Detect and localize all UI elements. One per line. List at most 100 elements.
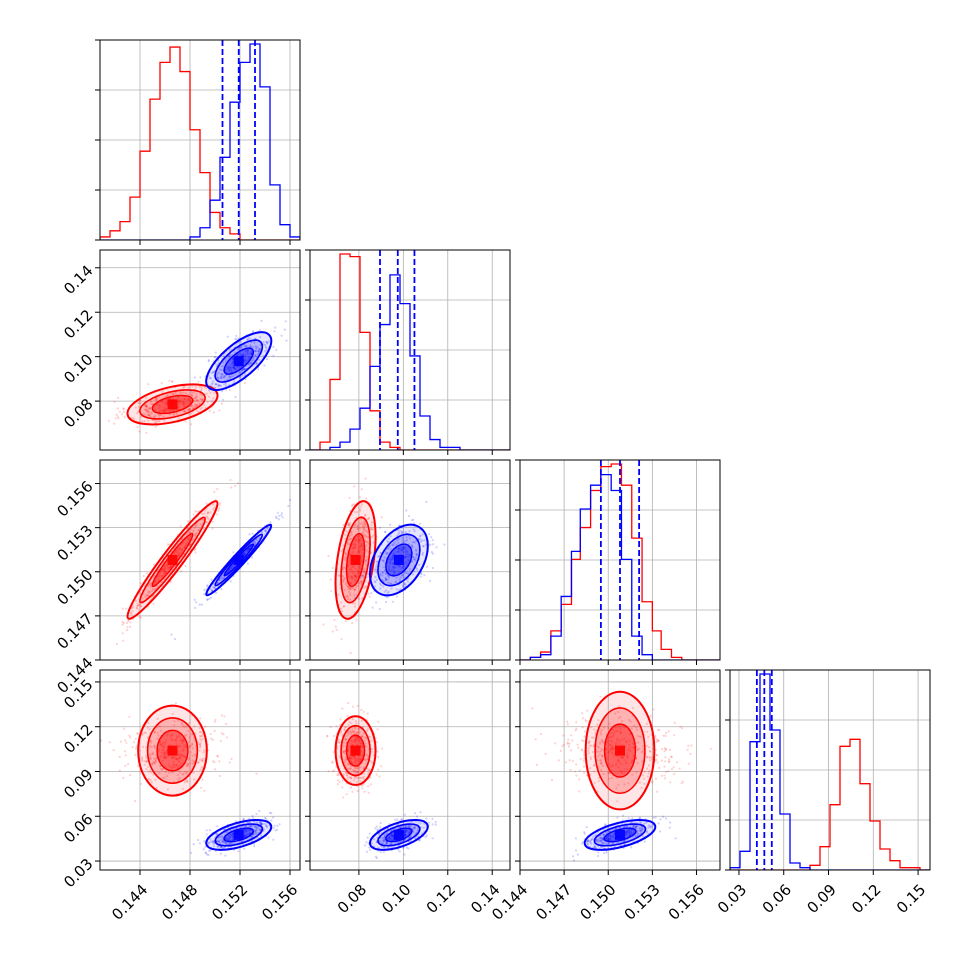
sample-point: [345, 620, 347, 622]
sample-point: [347, 702, 349, 704]
sample-point: [140, 617, 142, 619]
sample-point: [209, 829, 211, 831]
sample-point: [364, 844, 366, 846]
panel-2-1: [305, 460, 510, 665]
sample-point: [190, 852, 192, 854]
sample-point: [216, 392, 218, 394]
sample-point: [383, 851, 385, 853]
sample-point: [420, 576, 422, 578]
sample-point: [229, 761, 231, 763]
sample-point: [140, 582, 142, 584]
sample-point: [330, 726, 332, 728]
sample-point: [432, 567, 434, 569]
sample-point: [679, 768, 681, 770]
sample-point: [571, 739, 573, 741]
sample-point: [327, 555, 329, 557]
sample-point: [567, 739, 569, 741]
sample-cloud-red: [116, 479, 239, 645]
sample-point: [377, 728, 379, 730]
sample-point: [432, 837, 434, 839]
panel-0-0: [95, 40, 300, 245]
sample-point: [364, 593, 366, 595]
sample-point: [368, 846, 370, 848]
sample-point: [266, 358, 268, 360]
sample-point: [351, 791, 353, 793]
sample-point: [225, 723, 227, 725]
sample-point: [206, 502, 208, 504]
sample-point: [221, 403, 223, 405]
y-tick-label: 0.153: [53, 521, 96, 564]
sample-point: [143, 575, 145, 577]
sample-point: [272, 816, 274, 818]
sample-point: [287, 505, 289, 507]
sample-point: [380, 851, 382, 853]
sample-point: [367, 837, 369, 839]
sample-point: [535, 738, 537, 740]
sample-point: [201, 604, 203, 606]
sample-cloud-blue: [364, 811, 437, 859]
sample-point: [376, 741, 378, 743]
sample-point: [180, 525, 182, 527]
sample-point: [114, 401, 116, 403]
sample-point: [210, 738, 212, 740]
sample-point: [651, 780, 653, 782]
sample-point: [349, 497, 351, 499]
sample-point: [281, 335, 283, 337]
sample-point: [569, 769, 571, 771]
sample-point: [280, 514, 282, 516]
sample-point: [123, 622, 125, 624]
sample-point: [121, 413, 123, 415]
sample-point: [217, 755, 219, 757]
sample-point: [152, 603, 154, 605]
sample-point: [122, 640, 124, 642]
sample-point: [214, 356, 216, 358]
sample-point: [210, 597, 212, 599]
panel-plot-area: [520, 460, 720, 660]
sample-point: [689, 753, 691, 755]
density-peak: [168, 399, 178, 409]
sample-point: [124, 750, 126, 752]
sample-point: [570, 734, 572, 736]
sample-point: [265, 818, 267, 820]
sample-point: [662, 735, 664, 737]
sample-point: [347, 715, 349, 717]
sample-point: [575, 721, 577, 723]
sample-point: [360, 577, 362, 579]
sample-point: [404, 814, 406, 816]
sample-point: [212, 521, 214, 523]
sample-point: [687, 749, 689, 751]
sample-cloud-blue: [190, 810, 281, 857]
sample-point: [117, 417, 119, 419]
sample-point: [195, 601, 197, 603]
x-tick-label: 0.152: [208, 881, 251, 924]
sample-point: [414, 812, 416, 814]
sample-point: [219, 775, 221, 777]
sample-point: [200, 389, 202, 391]
sample-point: [276, 829, 278, 831]
sample-point: [175, 702, 177, 704]
sample-point: [690, 744, 692, 746]
sample-point: [132, 746, 134, 748]
sample-point: [147, 383, 149, 385]
sample-point: [365, 841, 367, 843]
sample-point: [199, 717, 201, 719]
x-tick-label: 0.08: [334, 881, 370, 917]
sample-point: [663, 766, 665, 768]
sample-point: [375, 856, 377, 858]
sample-point: [369, 832, 371, 834]
sample-point: [124, 739, 126, 741]
sample-point: [340, 638, 342, 640]
sample-point: [138, 430, 140, 432]
density-peak: [234, 830, 244, 840]
sample-point: [119, 411, 121, 413]
sample-point: [230, 486, 232, 488]
sample-point: [184, 565, 186, 567]
sample-point: [432, 539, 434, 541]
sample-point: [653, 708, 655, 710]
sample-point: [251, 556, 253, 558]
sample-point: [125, 742, 127, 744]
sample-point: [682, 781, 684, 783]
sample-point: [558, 759, 560, 761]
sample-point: [252, 817, 254, 819]
